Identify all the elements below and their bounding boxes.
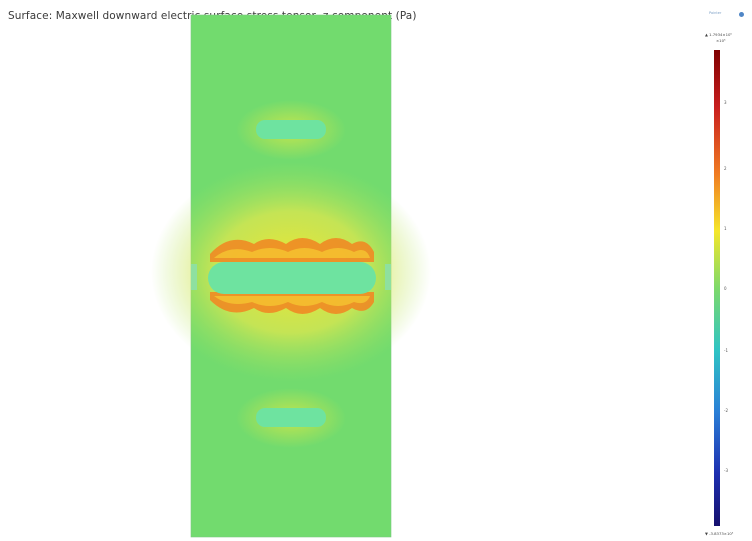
- right-edge-notch: [385, 264, 391, 290]
- colorbar-tick: 0: [724, 286, 727, 291]
- colorbar-tick: -2: [724, 408, 728, 413]
- colorbar-tick: 3: [724, 100, 727, 105]
- left-edge-notch: [191, 264, 197, 290]
- upper-band: [256, 120, 326, 139]
- colorbar-max-sublabel: ×10⁵: [716, 38, 726, 43]
- lower-band: [256, 408, 326, 427]
- colorbar-tick: 1: [724, 226, 727, 231]
- colorbar: [714, 50, 720, 526]
- colorbar-tick: -3: [724, 468, 728, 473]
- colorbar-min-label: ▼ -3.8373×10⁵: [705, 531, 733, 536]
- colorbar-max-label: ▲ 1.7934×10⁵: [705, 32, 732, 37]
- colorbar-tick: 2: [724, 166, 727, 171]
- center-band: [208, 262, 376, 294]
- colorbar-tick: -1: [724, 348, 728, 353]
